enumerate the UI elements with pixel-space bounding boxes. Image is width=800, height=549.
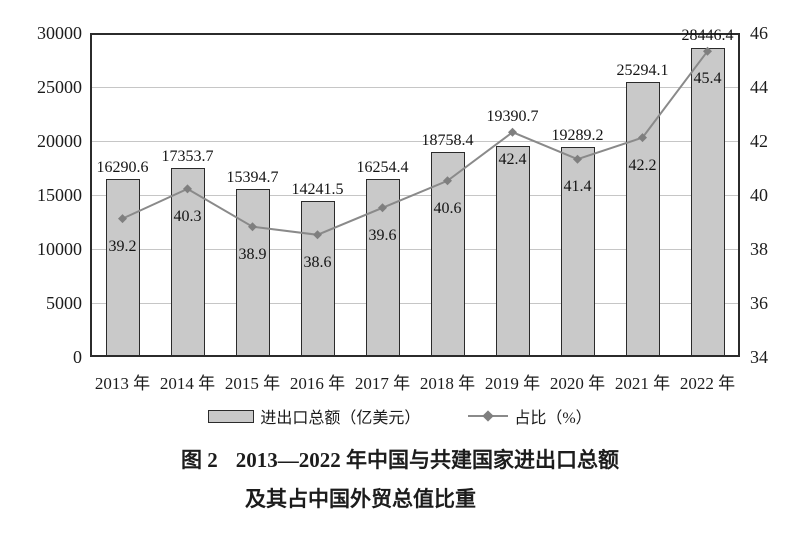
left-axis-tick-label: 20000	[37, 131, 82, 151]
left-axis-tick-label: 25000	[37, 77, 82, 97]
legend-item-line-series: 占比（%）	[468, 404, 592, 428]
caption-line-1: 图 2 2013—2022 年中国与共建国家进出口总额	[0, 444, 800, 474]
right-axis-tick-label: 34	[750, 347, 768, 367]
right-axis-tick-label: 40	[750, 185, 768, 205]
bar	[300, 201, 335, 355]
left-axis-tick-label: 10000	[37, 239, 82, 259]
caption-line-2: 及其占中国外贸总值比重	[245, 487, 476, 511]
bar	[430, 152, 465, 355]
x-axis-tick-label: 2018 年	[419, 374, 476, 393]
bar	[170, 167, 205, 355]
grid-line	[92, 249, 738, 250]
x-axis-tick-label: 2022 年	[679, 374, 736, 393]
chart-legend: 进出口总额（亿美元） 占比（%）	[0, 404, 800, 428]
x-axis-tick-label: 2014 年	[159, 374, 216, 393]
diamond-marker-icon	[508, 127, 517, 137]
bar	[690, 47, 725, 355]
caption-figure-number: 图 2	[181, 448, 218, 472]
legend-line-label: 占比（%）	[514, 410, 592, 427]
plot-area	[90, 33, 740, 357]
left-axis-tick-label: 5000	[46, 293, 82, 313]
x-axis-tick-label: 2020 年	[549, 374, 606, 393]
right-axis-tick-label: 46	[750, 23, 768, 43]
grid-line	[92, 303, 738, 304]
line-series-swatch-icon	[468, 410, 509, 422]
x-axis-tick-label: 2015 年	[224, 374, 281, 393]
x-axis-tick-label: 2019 年	[484, 374, 541, 393]
right-axis-tick-label: 42	[750, 131, 768, 151]
x-axis-tick-label: 2021 年	[614, 374, 671, 393]
ratio-line	[122, 50, 709, 236]
left-axis-tick-label: 15000	[37, 185, 82, 205]
x-axis-tick-label: 2017 年	[354, 374, 411, 393]
bar	[105, 179, 140, 355]
bar	[625, 81, 660, 355]
left-axis-tick-label: 0	[73, 347, 82, 367]
right-axis-tick-label: 38	[750, 239, 768, 259]
legend-item-bar-series: 进出口总额（亿美元）	[208, 404, 420, 428]
bar	[560, 146, 595, 355]
caption-title-text: 2013—2022 年中国与共建国家进出口总额	[235, 448, 619, 472]
diamond-marker-icon	[482, 410, 494, 422]
right-axis-tick-label: 44	[750, 77, 768, 97]
bar-series-swatch-icon	[208, 409, 255, 423]
bar	[495, 145, 530, 355]
legend-bar-label: 进出口总额（亿美元）	[260, 410, 421, 427]
right-axis-tick-label: 36	[750, 293, 768, 313]
bar	[365, 179, 400, 355]
bar	[235, 188, 270, 355]
left-axis-tick-label: 30000	[37, 23, 82, 43]
figure-caption: 图 2 2013—2022 年中国与共建国家进出口总额 及其占中国外贸总值比重	[0, 444, 800, 513]
x-axis-tick-label: 2016 年	[289, 374, 346, 393]
x-axis-tick-label: 2013 年	[94, 374, 151, 393]
